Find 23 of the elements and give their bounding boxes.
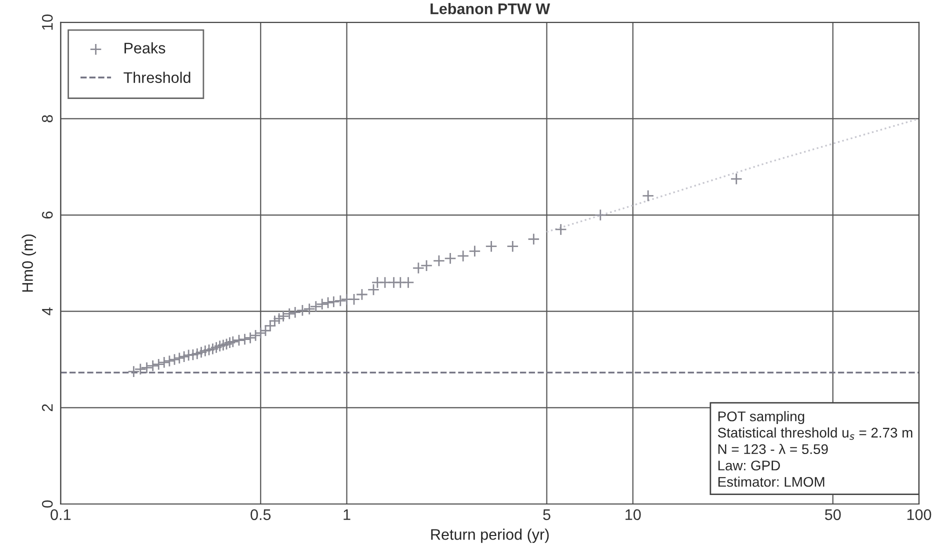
annotation: Law: GPD [718, 460, 780, 470]
legend-label: Threshold [124, 72, 190, 84]
x-tick-label: 5 [543, 509, 550, 520]
y-tick-label: 10 [42, 14, 53, 30]
y-tick-label: 4 [42, 308, 53, 316]
x-tick-label: 0.1 [50, 509, 71, 520]
x-axis-title: Return period (yr) [431, 528, 549, 543]
y-tick-label: 2 [42, 404, 53, 412]
annotation: Estimator: LMOM [718, 476, 824, 487]
y-axis-title: Hm0 (m) [22, 234, 36, 292]
x-tick-label: 1 [344, 509, 350, 520]
x-tick-label: 100 [907, 509, 932, 520]
x-tick-label: 50 [824, 509, 841, 520]
x-tick-label: 0.5 [250, 509, 271, 520]
y-tick-label: 8 [42, 115, 53, 122]
annotation: POT sampling [718, 411, 804, 424]
x-tick-label: 10 [626, 509, 641, 520]
chart-title: Lebanon PTW W [430, 2, 550, 14]
y-tick-label: 0 [42, 500, 53, 508]
legend-label: Peaks [124, 42, 166, 54]
annotation: Statistical threshold u$_{s}$ = 2.73 m [718, 427, 912, 440]
annotation: N = 123 - λ = 5.59 [718, 444, 828, 454]
y-tick-label: 6 [42, 211, 53, 219]
